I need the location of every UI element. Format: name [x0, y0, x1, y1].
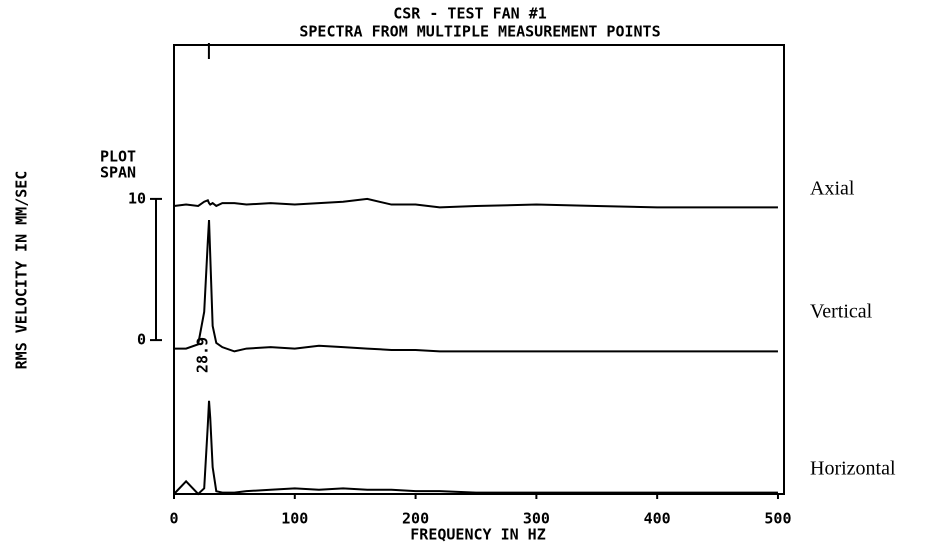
series-label: Horizontal — [810, 458, 896, 480]
chart-title: CSR - TEST FAN #1 — [393, 5, 547, 23]
x-tick-label: 200 — [402, 510, 429, 528]
x-tick-label: 0 — [169, 510, 178, 528]
spectrum-line — [173, 400, 778, 496]
y-tick-label: 0 — [137, 331, 146, 349]
span-label: SPAN — [100, 164, 136, 182]
spectrum-line — [173, 197, 778, 209]
plot-frame — [173, 44, 785, 495]
x-tick-label: 300 — [523, 510, 550, 528]
x-tick-label: 100 — [281, 510, 308, 528]
spectrum-line — [174, 220, 778, 353]
span-label: PLOT — [100, 148, 136, 166]
y-axis-label: RMS VELOCITY IN MM/SEC — [13, 171, 31, 370]
x-tick-label: 500 — [764, 510, 791, 528]
series-label: Axial — [810, 178, 855, 200]
peak-annotation: 28.9 — [193, 337, 211, 373]
series-label: Vertical — [810, 301, 873, 323]
x-tick-label: 400 — [644, 510, 671, 528]
x-axis-label: FREQUENCY IN HZ — [410, 526, 545, 544]
y-tick-label: 10 — [128, 189, 146, 207]
chart-subtitle: SPECTRA FROM MULTIPLE MEASUREMENT POINTS — [299, 23, 660, 41]
